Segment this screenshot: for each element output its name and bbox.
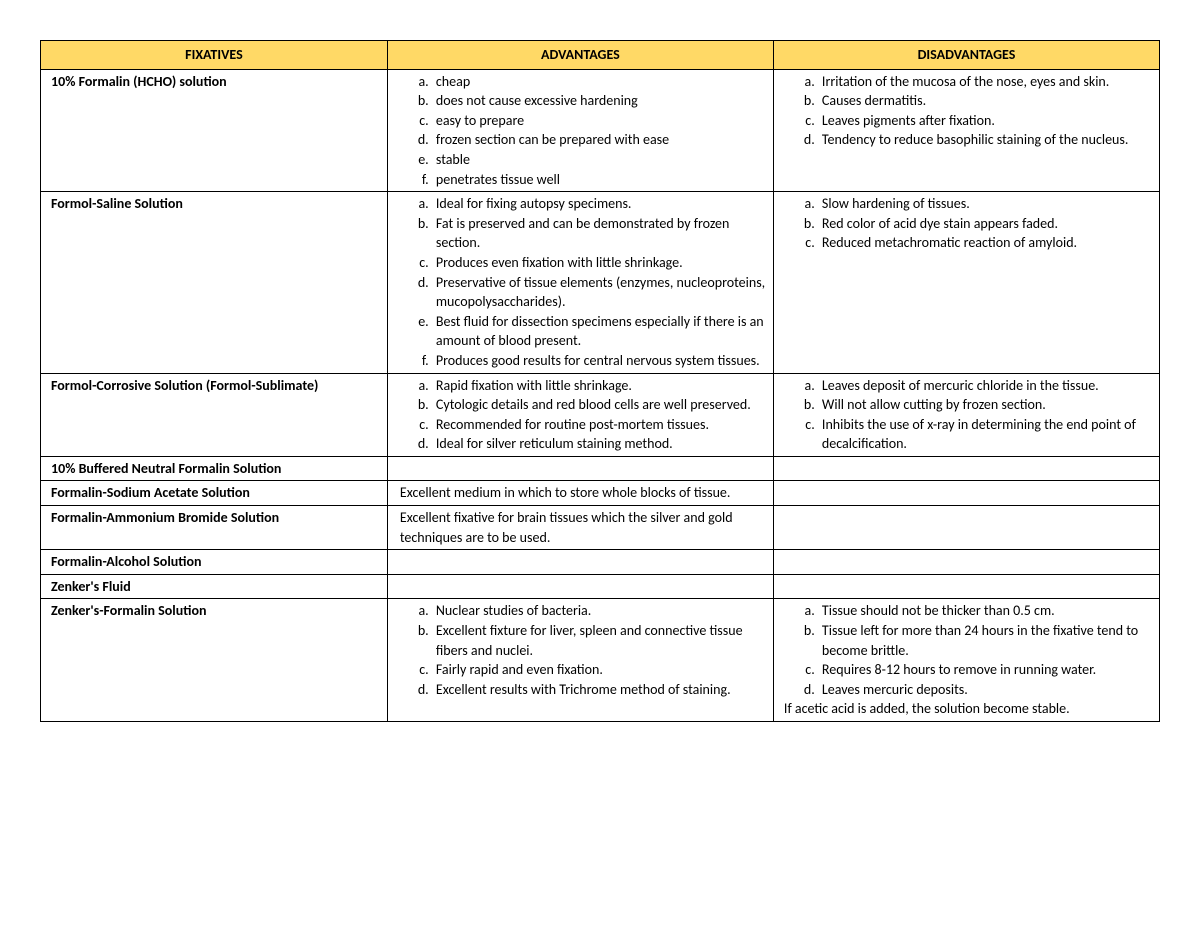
advantages-item: Rapid fixation with little shrinkage. — [432, 376, 767, 396]
disadvantages-list: Leaves deposit of mercuric chloride in t… — [780, 376, 1153, 454]
disadvantages-item: Leaves deposit of mercuric chloride in t… — [818, 376, 1153, 396]
advantages-cell — [387, 550, 773, 575]
header-advantages: ADVANTAGES — [387, 41, 773, 70]
fixative-name: Formalin-Sodium Acetate Solution — [41, 481, 388, 506]
advantages-text: Excellent fixative for brain tissues whi… — [394, 508, 767, 547]
fixative-name: Formol-Corrosive Solution (Formol-Sublim… — [41, 373, 388, 456]
advantages-cell: cheapdoes not cause excessive hardeninge… — [387, 69, 773, 192]
disadvantages-cell — [773, 550, 1159, 575]
advantages-cell: Excellent fixative for brain tissues whi… — [387, 506, 773, 550]
advantages-cell — [387, 574, 773, 599]
advantages-item: Fairly rapid and even fixation. — [432, 660, 767, 680]
disadvantages-cell — [773, 506, 1159, 550]
advantages-item: Fat is preserved and can be demonstrated… — [432, 214, 767, 253]
disadvantages-item: Causes dermatitis. — [818, 91, 1153, 111]
advantages-text: Excellent medium in which to store whole… — [394, 483, 767, 503]
table-row: Zenker's Fluid — [41, 574, 1160, 599]
disadvantages-cell — [773, 574, 1159, 599]
advantages-item: easy to prepare — [432, 111, 767, 131]
disadvantages-item: Tissue left for more than 24 hours in th… — [818, 621, 1153, 660]
disadvantages-item: Tissue should not be thicker than 0.5 cm… — [818, 601, 1153, 621]
advantages-list: Rapid fixation with little shrinkage.Cyt… — [394, 376, 767, 454]
disadvantages-list: Slow hardening of tissues.Red color of a… — [780, 194, 1153, 253]
advantages-item: Ideal for silver reticulum staining meth… — [432, 434, 767, 454]
advantages-cell — [387, 456, 773, 481]
table-row: Formalin-Alcohol Solution — [41, 550, 1160, 575]
advantages-list: Ideal for fixing autopsy specimens.Fat i… — [394, 194, 767, 370]
table-row: 10% Buffered Neutral Formalin Solution — [41, 456, 1160, 481]
advantages-item: frozen section can be prepared with ease — [432, 130, 767, 150]
disadvantages-item: Leaves pigments after fixation. — [818, 111, 1153, 131]
table-row: Formol-Saline SolutionIdeal for fixing a… — [41, 192, 1160, 373]
advantages-item: Ideal for fixing autopsy specimens. — [432, 194, 767, 214]
disadvantages-cell: Slow hardening of tissues.Red color of a… — [773, 192, 1159, 373]
fixative-name: Formalin-Alcohol Solution — [41, 550, 388, 575]
fixative-name: 10% Formalin (HCHO) solution — [41, 69, 388, 192]
table-row: Zenker's-Formalin SolutionNuclear studie… — [41, 599, 1160, 722]
advantages-item: Cytologic details and red blood cells ar… — [432, 395, 767, 415]
advantages-item: Nuclear studies of bacteria. — [432, 601, 767, 621]
advantages-item: Produces good results for central nervou… — [432, 351, 767, 371]
advantages-item: penetrates tissue well — [432, 170, 767, 190]
advantages-item: Excellent results with Trichrome method … — [432, 680, 767, 700]
disadvantages-cell: Irritation of the mucosa of the nose, ey… — [773, 69, 1159, 192]
table-row: Formalin-Ammonium Bromide SolutionExcell… — [41, 506, 1160, 550]
advantages-cell: Excellent medium in which to store whole… — [387, 481, 773, 506]
fixative-name: Formalin-Ammonium Bromide Solution — [41, 506, 388, 550]
advantages-list: Nuclear studies of bacteria.Excellent fi… — [394, 601, 767, 699]
fixative-name: 10% Buffered Neutral Formalin Solution — [41, 456, 388, 481]
advantages-cell: Rapid fixation with little shrinkage.Cyt… — [387, 373, 773, 456]
header-fixatives: FIXATIVES — [41, 41, 388, 70]
disadvantages-list: Irritation of the mucosa of the nose, ey… — [780, 72, 1153, 150]
disadvantages-item: Will not allow cutting by frozen section… — [818, 395, 1153, 415]
advantages-item: stable — [432, 150, 767, 170]
advantages-item: cheap — [432, 72, 767, 92]
disadvantages-item: Leaves mercuric deposits. — [818, 680, 1153, 700]
disadvantages-item: Tendency to reduce basophilic staining o… — [818, 130, 1153, 150]
fixatives-table: FIXATIVES ADVANTAGES DISADVANTAGES 10% F… — [40, 40, 1160, 722]
disadvantages-list: Tissue should not be thicker than 0.5 cm… — [780, 601, 1153, 699]
advantages-cell: Nuclear studies of bacteria.Excellent fi… — [387, 599, 773, 722]
advantages-item: Preservative of tissue elements (enzymes… — [432, 273, 767, 312]
disadvantages-item: Slow hardening of tissues. — [818, 194, 1153, 214]
table-header-row: FIXATIVES ADVANTAGES DISADVANTAGES — [41, 41, 1160, 70]
advantages-list: cheapdoes not cause excessive hardeninge… — [394, 72, 767, 190]
header-disadvantages: DISADVANTAGES — [773, 41, 1159, 70]
advantages-item: Excellent fixture for liver, spleen and … — [432, 621, 767, 660]
table-row: Formalin-Sodium Acetate Solution Excellen… — [41, 481, 1160, 506]
disadvantages-item: Reduced metachromatic reaction of amyloi… — [818, 233, 1153, 253]
advantages-item: does not cause excessive hardening — [432, 91, 767, 111]
table-row: Formol-Corrosive Solution (Formol-Sublim… — [41, 373, 1160, 456]
disadvantages-note: If acetic acid is added, the solution be… — [780, 699, 1153, 719]
disadvantages-cell — [773, 481, 1159, 506]
table-row: 10% Formalin (HCHO) solutioncheapdoes no… — [41, 69, 1160, 192]
disadvantages-cell — [773, 456, 1159, 481]
fixative-name: Zenker's Fluid — [41, 574, 388, 599]
fixative-name: Formol-Saline Solution — [41, 192, 388, 373]
disadvantages-item: Requires 8-12 hours to remove in running… — [818, 660, 1153, 680]
advantages-item: Best fluid for dissection specimens espe… — [432, 312, 767, 351]
disadvantages-cell: Leaves deposit of mercuric chloride in t… — [773, 373, 1159, 456]
fixative-name: Zenker's-Formalin Solution — [41, 599, 388, 722]
advantages-cell: Ideal for fixing autopsy specimens.Fat i… — [387, 192, 773, 373]
disadvantages-item: Irritation of the mucosa of the nose, ey… — [818, 72, 1153, 92]
advantages-item: Recommended for routine post-mortem tiss… — [432, 415, 767, 435]
disadvantages-item: Red color of acid dye stain appears fade… — [818, 214, 1153, 234]
disadvantages-item: Inhibits the use of x-ray in determining… — [818, 415, 1153, 454]
advantages-item: Produces even fixation with little shrin… — [432, 253, 767, 273]
disadvantages-cell: Tissue should not be thicker than 0.5 cm… — [773, 599, 1159, 722]
